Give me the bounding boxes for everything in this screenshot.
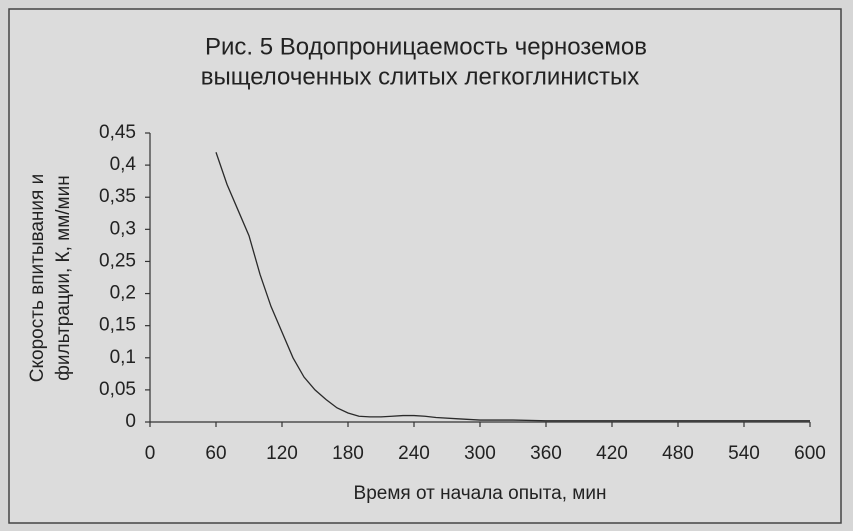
y-tick-label: 0,35 [99, 186, 136, 207]
y-tick-label: 0,4 [110, 154, 137, 175]
y-tick-label: 0,1 [110, 347, 136, 368]
chart-title: выщелоченных слитых легкоглинистых [201, 63, 639, 90]
y-axis-label: фильтрации, К, мм/мин [53, 175, 74, 380]
y-tick-label: 0,05 [99, 379, 136, 400]
chart-frame [8, 8, 842, 524]
y-axis-label: Скорость впитывания и [27, 174, 48, 382]
data-line [215, 152, 810, 422]
x-tick-label: 360 [530, 443, 562, 464]
x-tick-label: 60 [205, 443, 226, 464]
x-tick-label: 240 [398, 443, 430, 464]
y-tick-label: 0,45 [99, 122, 136, 143]
y-tick-label: 0,15 [99, 315, 136, 336]
y-tick-label: 0,3 [110, 218, 136, 239]
y-tick-label: 0,25 [99, 250, 136, 271]
y-tick-label: 0,2 [110, 283, 136, 304]
x-axis-label: Время от начала опыта, мин [354, 483, 607, 504]
x-tick-label: 120 [266, 443, 298, 464]
x-tick-label: 540 [728, 443, 760, 464]
x-tick-label: 420 [596, 443, 628, 464]
x-tick-label: 300 [464, 443, 496, 464]
y-tick-label: 0 [125, 411, 136, 432]
x-tick-label: 180 [332, 443, 364, 464]
x-tick-label: 480 [662, 443, 694, 464]
chart-title: Рис. 5 Водопроницаемость черноземов [205, 33, 647, 60]
x-tick-label: 600 [794, 443, 826, 464]
x-tick-label: 0 [145, 443, 156, 464]
